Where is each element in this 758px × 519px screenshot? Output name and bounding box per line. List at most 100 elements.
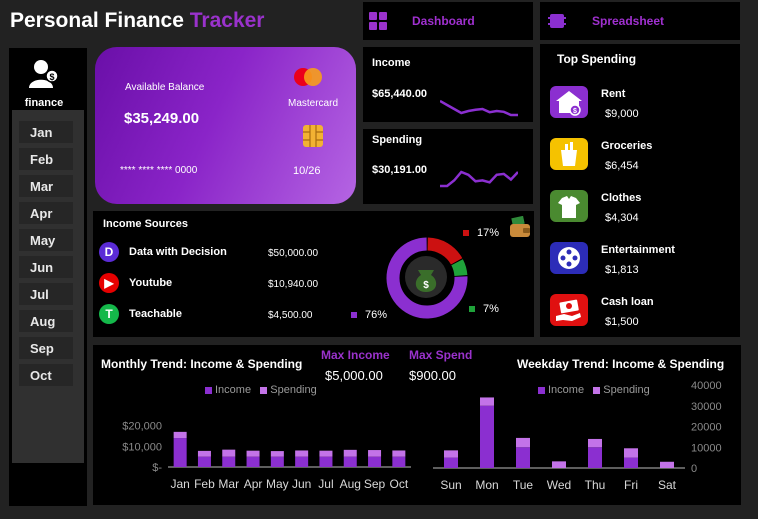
legend-income-swatch [205,386,212,394]
month-oct-button[interactable]: Oct [19,364,73,386]
bar-spending-tue [516,437,530,448]
sidebar: $ finance Jan Feb Mar Apr May Jun Jul Aug Sep Oct [9,48,87,506]
spending-category-name: Groceries [601,140,653,152]
spending-value: $30,191.00 [372,164,428,176]
card-brand: Mastercard [288,98,339,109]
month-apr-button[interactable]: Apr [19,202,73,224]
donut-legend-swatch [469,306,475,312]
svg-text:$: $ [423,280,429,291]
month-sep-button[interactable]: Sep [19,337,73,359]
month-jan-button[interactable]: Jan [19,121,73,143]
x-tick-label: Sun [440,478,461,492]
weekday-trend-chart: 0 10000 20000 30000 40000 Sun Mon Tue Wed Thu Fri S… [433,380,722,492]
income-sparkline-path [440,99,518,117]
bar-spending-jan [173,431,187,439]
max-spend-label: Max Spend [409,348,473,362]
title-main: Personal Finance [10,9,184,32]
donut-legend-swatch [351,312,357,318]
film-reel-icon [550,242,588,274]
month-may-button[interactable]: May [19,229,73,251]
donut-legend-swatch [463,230,469,236]
x-tick-label: Thu [585,478,606,492]
y-tick-label: 40000 [691,380,722,392]
spending-category-amount: $4,304 [605,212,639,224]
user-finance-icon: $ [29,60,59,88]
bar-income-feb [197,456,211,467]
dashboard-button[interactable]: Dashboard [363,2,533,40]
donut-slice [451,259,468,277]
max-income-value: $5,000.00 [325,368,383,383]
income-source-amount: $10,940.00 [268,279,319,290]
bar-income-fri [624,457,638,468]
monthly-legend: Income Spending [205,384,317,396]
legend-spending-label: Spending [270,384,317,396]
month-jun-button[interactable]: Jun [19,256,73,278]
svg-text:$: $ [49,72,54,82]
x-tick-label: Mar [218,477,239,491]
spending-sparkline [440,170,518,188]
dashboard-icon [369,12,387,30]
wallet-icon [510,216,530,237]
monthly-trend-chart: $- $10,000 $20,000 Jan Feb Mar Apr May Jun Jul Aug… [122,421,411,491]
spreadsheet-button[interactable]: Spreadsheet [540,2,740,40]
x-tick-label: Feb [194,477,215,491]
spending-category-name: Cash loan [601,296,654,308]
bar-income-may [270,456,284,467]
bar-spending-apr [246,450,260,457]
donut-slice [386,237,468,319]
bar-spending-mar [222,449,236,457]
income-source-name: Teachable [129,308,182,320]
spreadsheet-label: Spreadsheet [592,14,665,28]
bar-spending-oct [392,450,406,457]
y-tick-label: 10000 [691,442,722,454]
bar-spending-sat [660,461,674,468]
house-money-icon: $ [550,86,588,118]
x-tick-label: Aug [340,477,361,491]
income-label: Income [372,57,411,69]
bar-spending-may [270,451,284,457]
donut-percent-label: 7% [483,303,499,315]
legend-spending-swatch [593,386,601,394]
month-mar-button[interactable]: Mar [19,175,73,197]
x-tick-label: Wed [547,478,571,492]
bar-income-sun [444,457,458,468]
trend-charts-panel: Monthly Trend: Income & Spending Max Inc… [93,345,741,505]
user-profile: $ finance [9,58,79,109]
title-accent: Tracker [189,9,265,32]
grocery-bag-icon [550,138,588,170]
income-sparkline [440,99,518,117]
user-label: finance [24,97,64,109]
bar-income-sep [368,456,382,467]
bar-income-apr [246,456,260,467]
svg-text:$: $ [573,108,577,115]
month-jul-button[interactable]: Jul [19,283,73,305]
income-sources-panel: Income Sources D Data with Decision $50,00… [93,211,534,337]
spending-category-name: Entertainment [601,244,675,256]
money-bag-icon: $ [405,256,447,298]
income-source-name: Youtube [129,277,173,289]
monthly-trend-title: Monthly Trend: Income & Spending [101,357,303,371]
bar-spending-jul [319,450,333,457]
x-tick-label: Mon [475,478,498,492]
bar-income-mar [222,456,236,467]
income-source-name: Data with Decision [129,246,227,258]
bar-spending-mon [480,397,494,406]
bar-income-jun [295,456,309,467]
cash-hand-icon [550,294,588,326]
youtube-icon: ▶ [99,273,119,293]
income-value: $65,440.00 [372,88,428,100]
card-chip-icon [303,125,323,147]
bar-spending-jun [295,450,309,457]
top-spending-title: Top Spending [557,52,637,66]
spending-label: Spending [372,134,423,146]
card-number: **** **** **** 0000 [120,165,198,176]
month-slicer: Jan Feb Mar Apr May Jun Jul Aug Sep Oct [12,110,84,463]
x-tick-label: May [266,477,289,491]
spending-panel: Spending $30,191.00 [363,129,533,204]
month-aug-button[interactable]: Aug [19,310,73,332]
x-tick-label: Fri [624,478,638,492]
legend-income-label: Income [548,384,585,396]
bar-income-oct [392,456,406,467]
month-feb-button[interactable]: Feb [19,148,73,170]
x-tick-label: Jun [292,477,311,491]
